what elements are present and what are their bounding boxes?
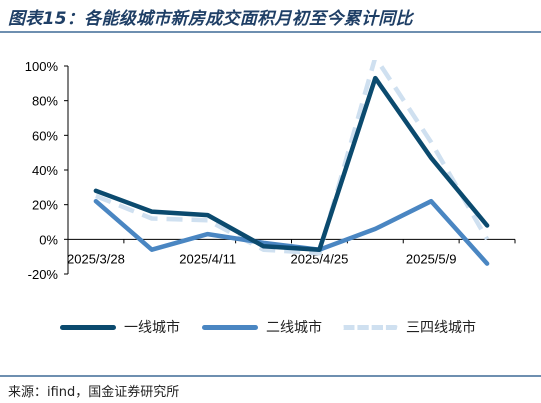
y-tick-label: 40% (32, 163, 58, 178)
legend-label-series-0: 一线城市 (124, 320, 180, 336)
legend-swatch-series-0 (60, 324, 116, 330)
x-tick-label: 2025/3/28 (67, 251, 125, 266)
legend-swatch-series-2 (342, 324, 398, 330)
series-line-0 (93, 75, 490, 252)
legend-item-series-2: 三四线城市 (342, 314, 476, 340)
figure-title: 图表15：各能级城市新房成交面积月初至今累计同比 (8, 9, 413, 29)
y-tick-label: 100% (25, 59, 59, 74)
x-tick-label: 2025/5/9 (406, 251, 457, 266)
legend-item-series-1: 二线城市 (202, 314, 322, 340)
y-tick-label: 60% (32, 128, 58, 143)
legend-item-series-0: 一线城市 (60, 314, 180, 340)
legend-swatch-series-1 (202, 324, 258, 330)
y-tick-label: 0% (39, 232, 58, 247)
x-tick-label: 2025/4/25 (291, 251, 349, 266)
footer-rule (0, 375, 541, 377)
series-line-2 (95, 60, 490, 256)
legend-label-series-1: 二线城市 (266, 320, 322, 336)
y-tick-label: 80% (32, 94, 58, 109)
source-note: 来源：ifind，国金证券研究所 (8, 385, 180, 400)
chart-legend: 一线城市 二线城市 三四线城市 (0, 314, 541, 340)
y-tick-label: -20% (28, 267, 59, 282)
x-tick-label: 2025/4/11 (179, 251, 236, 266)
y-tick-label: 20% (32, 198, 58, 213)
title-rule (0, 31, 541, 33)
line-chart: -20% 0% 20% 40% 60% 80% 100% 2025/3/28 2025/4/11… (25, 59, 516, 282)
legend-label-series-2: 三四线城市 (406, 320, 476, 336)
